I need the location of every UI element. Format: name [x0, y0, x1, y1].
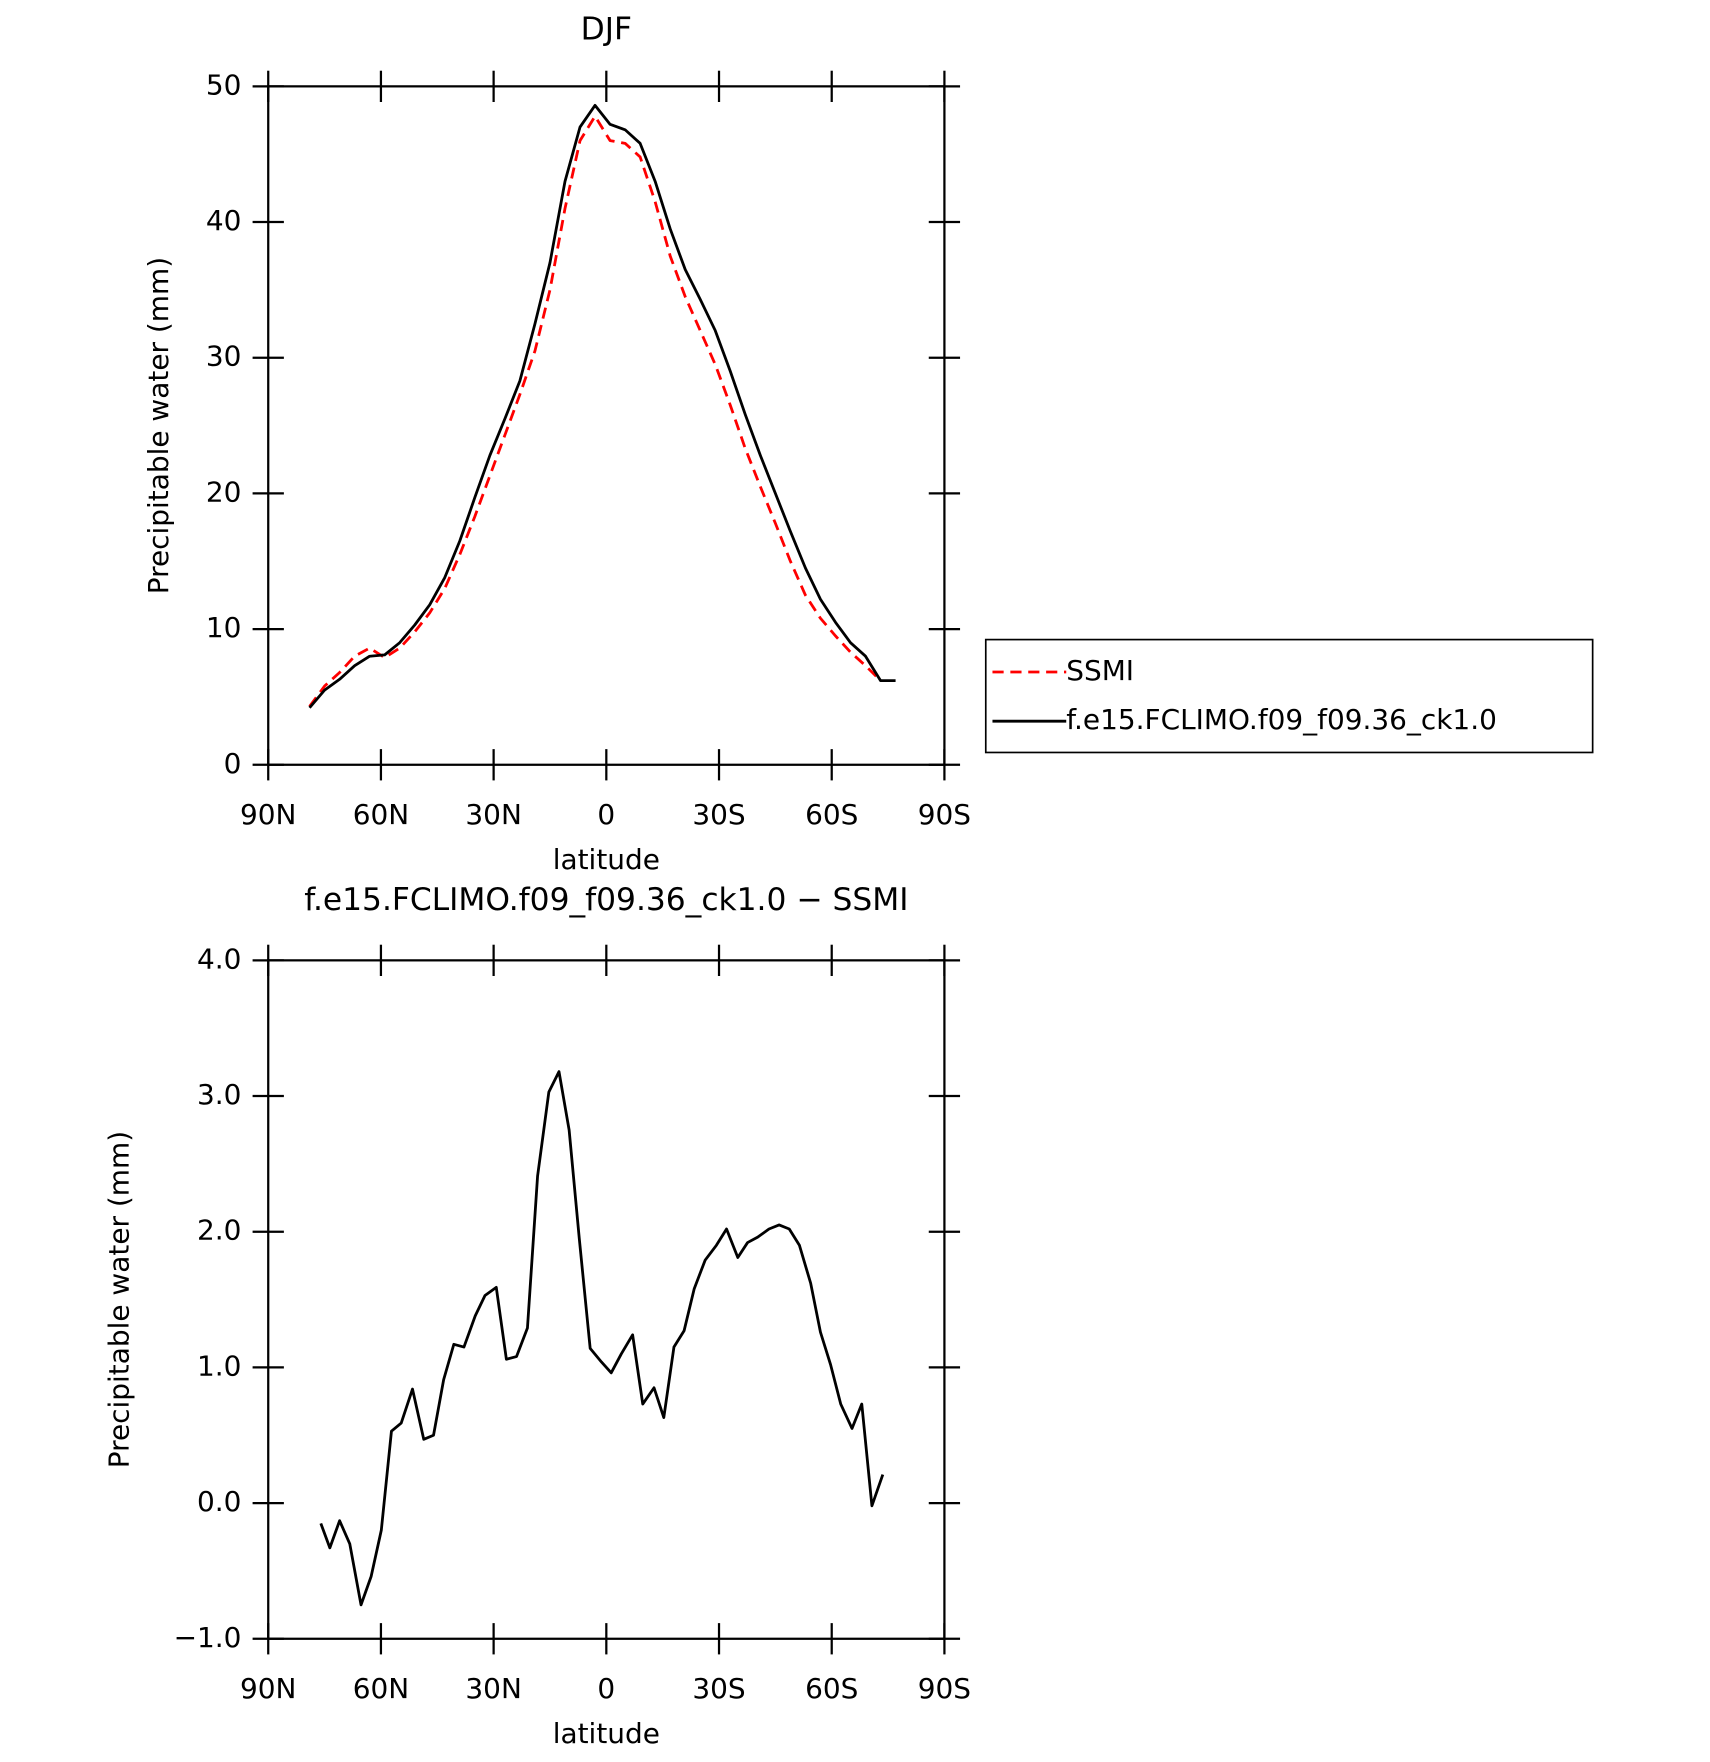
y-tick-label: 30	[206, 340, 242, 373]
data-line	[308, 103, 896, 709]
x-tick-label: 30N	[465, 1672, 521, 1705]
plot-frame	[267, 959, 946, 1640]
x-axis-label: latitude	[553, 1717, 660, 1750]
x-tick-label: 90S	[918, 1672, 971, 1705]
x-tick-label: 30S	[692, 1672, 745, 1705]
x-tick-label: 90N	[240, 798, 296, 831]
chart-title: DJF	[581, 11, 632, 47]
y-tick-label: 40	[206, 204, 242, 237]
y-tick-label: 1.0	[197, 1349, 241, 1382]
legend-label: SSMI	[1066, 654, 1134, 687]
data-line	[319, 1070, 885, 1607]
x-tick-label: 60S	[805, 1672, 858, 1705]
x-tick-label: 60N	[353, 798, 409, 831]
x-tick-label: 60N	[353, 1672, 409, 1705]
x-tick-label: 60S	[805, 798, 858, 831]
data-line	[308, 114, 882, 708]
y-tick-label: 20	[206, 475, 242, 508]
plot-frame	[267, 85, 946, 766]
y-axis-label: Precipitable water (mm)	[142, 257, 175, 594]
x-tick-label: 90S	[918, 798, 971, 831]
x-tick-label: 30S	[692, 798, 745, 831]
x-tick-label: 30N	[465, 798, 521, 831]
x-tick-label: 0	[597, 798, 615, 831]
y-tick-label: −1.0	[174, 1621, 242, 1654]
legend: SSMI f.e15.FCLIMO.f09_f09.36_ck1.0	[984, 638, 1594, 754]
y-tick-label: 0.0	[197, 1485, 241, 1518]
x-axis-label: latitude	[553, 843, 660, 876]
y-tick-label: 2.0	[197, 1214, 241, 1247]
y-tick-label: 4.0	[197, 942, 241, 975]
y-tick-label: 50	[206, 68, 242, 101]
x-tick-label: 90N	[240, 1672, 296, 1705]
y-tick-label: 0	[224, 747, 242, 780]
chart-title: f.e15.FCLIMO.f09_f09.36_ck1.0 − SSMI	[304, 882, 908, 918]
x-tick-label: 0	[597, 1672, 615, 1705]
y-axis-label: Precipitable water (mm)	[103, 1131, 136, 1468]
y-tick-label: 3.0	[197, 1078, 241, 1111]
legend-label: f.e15.FCLIMO.f09_f09.36_ck1.0	[1066, 703, 1497, 736]
legend-frame	[984, 638, 1594, 754]
y-tick-label: 10	[206, 611, 242, 644]
